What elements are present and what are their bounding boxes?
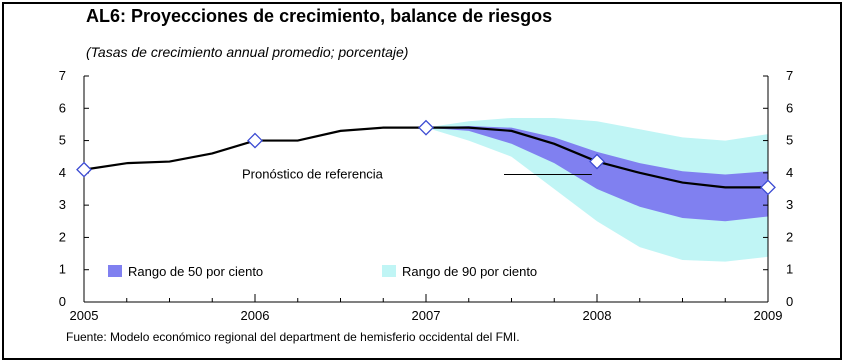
y-tick-label-left: 6 bbox=[59, 100, 66, 115]
diamond-marker bbox=[589, 153, 605, 170]
diamond-marker bbox=[247, 132, 263, 149]
y-tick-label-right: 5 bbox=[786, 133, 793, 148]
y-tick-label-left: 2 bbox=[59, 229, 66, 244]
legend-label-90: Rango de 90 por ciento bbox=[402, 264, 537, 279]
y-tick-label-right: 0 bbox=[786, 294, 793, 309]
legend-label-50: Rango de 50 por ciento bbox=[128, 264, 263, 279]
y-tick-label-right: 4 bbox=[786, 165, 793, 180]
y-tick-label-right: 3 bbox=[786, 197, 793, 212]
x-tick-label: 2006 bbox=[241, 308, 270, 323]
diamond-marker bbox=[76, 161, 92, 178]
band-50-percent bbox=[426, 126, 768, 222]
y-tick-label-right: 6 bbox=[786, 100, 793, 115]
legend-swatch-50 bbox=[108, 265, 122, 277]
chart-subtitle: (Tasas de crecimiento annual promedio; p… bbox=[86, 44, 409, 60]
x-tick-label: 2009 bbox=[754, 308, 783, 323]
y-tick-label-right: 1 bbox=[786, 262, 793, 277]
y-tick-label-left: 7 bbox=[59, 68, 66, 83]
diamond-marker bbox=[418, 119, 434, 136]
y-tick-label-left: 1 bbox=[59, 262, 66, 277]
y-tick-label-left: 0 bbox=[59, 294, 66, 309]
band-90-percent bbox=[426, 117, 768, 262]
y-tick-label-left: 5 bbox=[59, 133, 66, 148]
x-tick-label: 2005 bbox=[70, 308, 99, 323]
chart-source: Fuente: Modelo económico regional del de… bbox=[66, 330, 520, 344]
y-tick-label-right: 2 bbox=[786, 229, 793, 244]
x-tick-label: 2007 bbox=[412, 308, 441, 323]
y-tick-label-right: 7 bbox=[786, 68, 793, 83]
legend-swatch-90 bbox=[382, 265, 396, 277]
y-tick-label-left: 3 bbox=[59, 197, 66, 212]
chart-title: AL6: Proyecciones de crecimiento, balanc… bbox=[86, 6, 553, 26]
annotation-reference-forecast: Pronóstico de referencia bbox=[242, 166, 384, 181]
x-tick-label: 2008 bbox=[583, 308, 612, 323]
y-tick-label-left: 4 bbox=[59, 165, 66, 180]
diamond-marker bbox=[760, 179, 776, 196]
